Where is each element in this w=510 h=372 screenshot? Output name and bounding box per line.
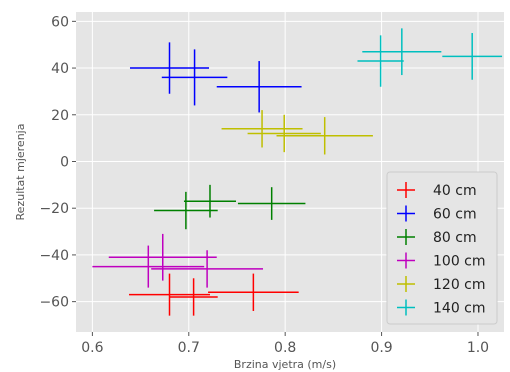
legend: 40 cm 60 cm 80 cm 100 cm 120 cm 140 cm	[386, 171, 498, 325]
series-layer	[92, 28, 503, 316]
errorbar-point	[216, 61, 302, 113]
errorbar-point	[129, 273, 210, 316]
x-tick-label: 0.6	[81, 340, 103, 356]
x-tick-label: 0.7	[178, 340, 200, 356]
errorbar-point	[161, 49, 228, 106]
errorbar-point	[362, 28, 442, 76]
legend-label: 60 cm	[433, 207, 477, 223]
series-140-cm	[357, 28, 503, 87]
legend-item: 100 cm	[397, 252, 486, 270]
errorbar-point	[151, 250, 264, 288]
errorbar-point	[357, 35, 404, 87]
errorbar-point	[247, 114, 321, 153]
x-tick-label: 1.0	[467, 340, 489, 356]
series-80-cm	[154, 184, 306, 230]
errorbar-point	[442, 33, 503, 80]
errorbar-point	[276, 117, 373, 155]
legend-box	[386, 171, 498, 325]
legend-item: 80 cm	[397, 229, 477, 246]
y-tick-label: 0	[60, 154, 69, 170]
series-40-cm	[129, 273, 299, 316]
errorbar-point	[221, 110, 303, 148]
legend-label: 80 cm	[433, 230, 477, 246]
errorbar-point	[108, 233, 217, 281]
legend-item: 140 cm	[397, 299, 486, 317]
legend-item: 40 cm	[397, 182, 477, 199]
errorbar-point	[237, 187, 306, 220]
x-tick-label: 0.9	[370, 340, 392, 356]
legend-item: 60 cm	[397, 205, 477, 223]
x-axis-label: Brzina vjetra (m/s)	[234, 358, 336, 371]
errorbar-point	[169, 278, 218, 316]
y-tick-label: −60	[39, 295, 69, 311]
series-100-cm	[92, 233, 264, 288]
x-tick-label: 0.8	[274, 340, 296, 356]
legend-label: 140 cm	[433, 301, 486, 317]
legend-label: 100 cm	[433, 254, 486, 270]
y-tick-label: −20	[39, 201, 69, 217]
y-tick-label: 60	[51, 14, 69, 30]
legend-label: 40 cm	[433, 183, 477, 199]
errorbar-point	[208, 273, 299, 311]
errorbar-point	[92, 245, 205, 288]
y-tick-label: 40	[51, 61, 69, 77]
errorbar-point	[129, 42, 210, 94]
legend-item: 120 cm	[397, 276, 486, 293]
errorbar-point	[154, 191, 218, 230]
y-axis-label: Rezultat mjerenja	[14, 124, 27, 221]
y-tick-label: 20	[51, 108, 69, 124]
errorbar-point	[183, 184, 237, 218]
series-60-cm	[129, 42, 302, 113]
legend-label: 120 cm	[433, 277, 486, 293]
tick-labels: 0.6 0.7 0.8 0.9 1.0 −60 −40 −20 0 20 40 60	[39, 14, 489, 356]
y-tick-label: −40	[39, 248, 69, 264]
series-120-cm	[221, 110, 373, 155]
grid	[76, 12, 504, 332]
